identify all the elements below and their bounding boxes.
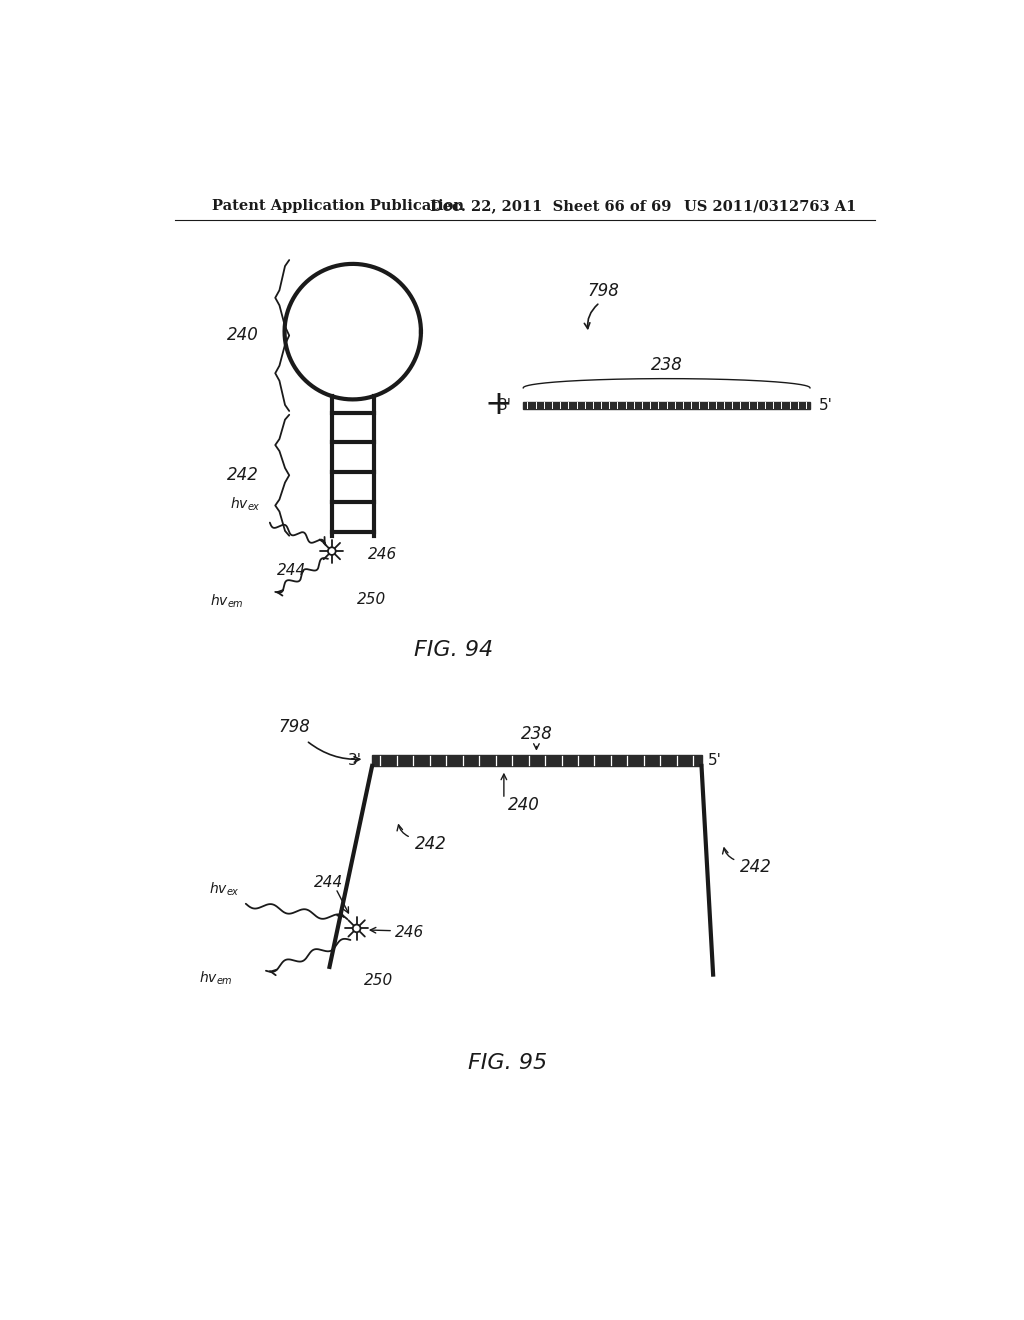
Text: 242: 242 [740, 858, 772, 875]
Text: 3': 3' [348, 752, 362, 768]
Text: $hv_{em}$: $hv_{em}$ [199, 970, 232, 987]
Text: 5': 5' [818, 399, 833, 413]
Text: 242: 242 [415, 834, 446, 853]
Text: 238: 238 [520, 726, 552, 743]
Text: $hv_{ex}$: $hv_{ex}$ [229, 496, 260, 513]
FancyBboxPatch shape [523, 401, 810, 409]
Text: Dec. 22, 2011  Sheet 66 of 69: Dec. 22, 2011 Sheet 66 of 69 [430, 199, 672, 213]
Text: 5': 5' [708, 752, 722, 768]
Text: 250: 250 [356, 593, 386, 607]
Text: FIG. 95: FIG. 95 [468, 1053, 547, 1073]
Text: $hv_{ex}$: $hv_{ex}$ [209, 880, 240, 898]
Text: $hv_{em}$: $hv_{em}$ [211, 593, 245, 610]
Text: Patent Application Publication: Patent Application Publication [212, 199, 464, 213]
Text: 244: 244 [314, 875, 343, 890]
Circle shape [328, 548, 336, 554]
Circle shape [352, 924, 360, 932]
Text: 246: 246 [369, 548, 397, 562]
Text: 246: 246 [395, 925, 425, 940]
Text: 798: 798 [279, 718, 310, 735]
Text: 240: 240 [226, 326, 259, 345]
Text: 3': 3' [498, 399, 512, 413]
Text: FIG. 94: FIG. 94 [414, 640, 494, 660]
Text: 242: 242 [226, 466, 259, 484]
Text: 238: 238 [650, 356, 683, 374]
Text: 250: 250 [365, 973, 393, 989]
FancyBboxPatch shape [372, 755, 701, 766]
Text: +: + [484, 388, 512, 421]
Text: 240: 240 [508, 796, 540, 814]
Text: 244: 244 [276, 562, 306, 578]
Text: US 2011/0312763 A1: US 2011/0312763 A1 [684, 199, 857, 213]
Text: 798: 798 [588, 282, 620, 300]
